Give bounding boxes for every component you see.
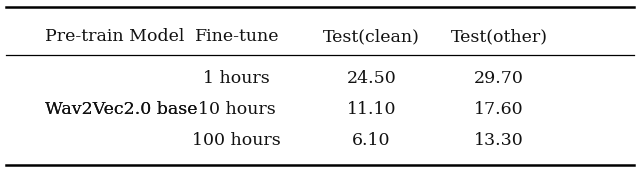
- Text: Test(other): Test(other): [451, 28, 548, 45]
- Text: 17.60: 17.60: [474, 101, 524, 118]
- Text: Pre-train Model: Pre-train Model: [45, 28, 184, 45]
- Text: Fine-tune: Fine-tune: [195, 28, 279, 45]
- Text: Wav2Vec2.0 base: Wav2Vec2.0 base: [45, 101, 197, 118]
- Text: Test(clean): Test(clean): [323, 28, 420, 45]
- Text: 1 hours: 1 hours: [204, 70, 270, 87]
- Text: 6.10: 6.10: [352, 132, 390, 149]
- Text: 13.30: 13.30: [474, 132, 524, 149]
- Text: Wav2Vec2.0 base: Wav2Vec2.0 base: [45, 101, 197, 118]
- Text: 29.70: 29.70: [474, 70, 524, 87]
- Text: 11.10: 11.10: [346, 101, 396, 118]
- Text: 24.50: 24.50: [346, 70, 396, 87]
- Text: 10 hours: 10 hours: [198, 101, 276, 118]
- Text: 100 hours: 100 hours: [193, 132, 281, 149]
